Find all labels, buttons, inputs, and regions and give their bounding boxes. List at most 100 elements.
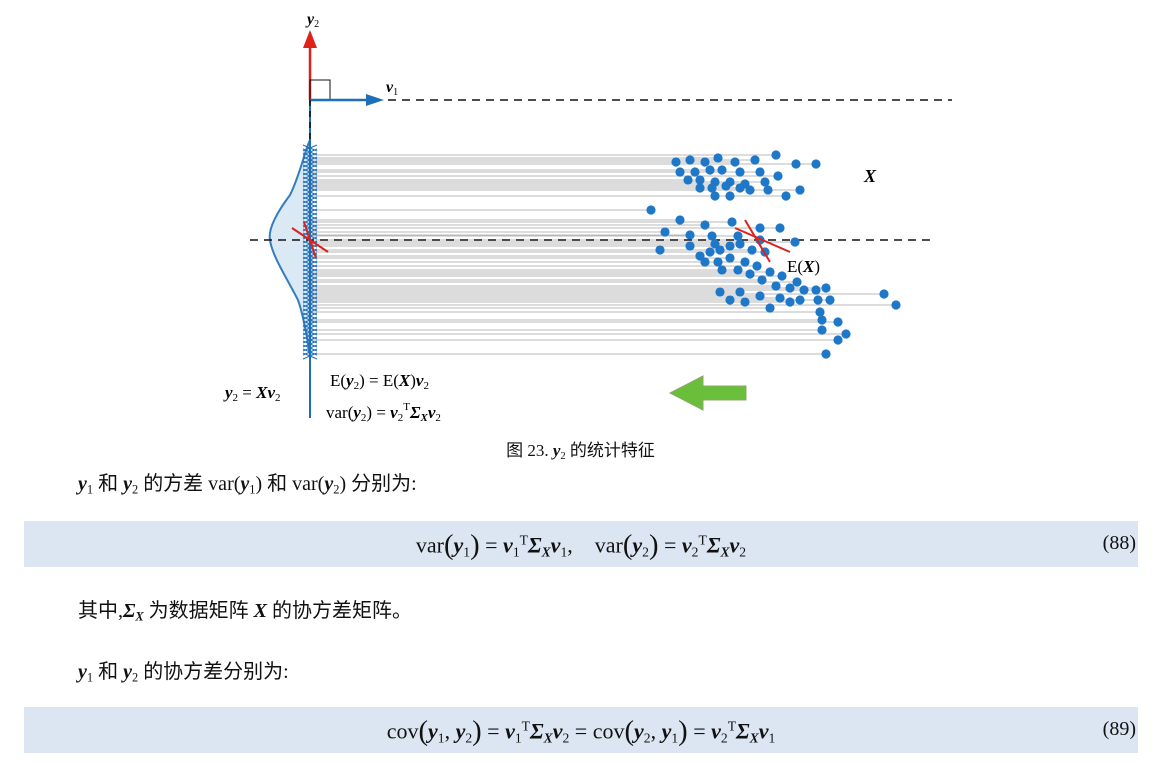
- v1-arrowhead: [366, 94, 384, 106]
- equation-88: var(y1) = v1TΣXv1, var(y2) = v2TΣXv2 (88…: [24, 521, 1138, 567]
- data-point: [655, 245, 665, 255]
- data-point: [765, 303, 775, 313]
- data-mean-cross: [734, 219, 791, 263]
- data-point: [735, 183, 745, 193]
- data-point: [685, 241, 695, 251]
- expectation-equation: E(y2) = E(X)v2: [330, 371, 429, 392]
- data-point: [833, 335, 843, 345]
- data-point: [735, 287, 745, 297]
- data-point: [705, 247, 715, 257]
- data-point: [811, 159, 821, 169]
- data-point: [713, 257, 723, 267]
- data-point: [717, 165, 727, 175]
- projection-direction-arrow: [668, 375, 747, 411]
- data-point: [750, 155, 760, 165]
- data-points: [646, 150, 901, 359]
- equation-89: cov(y1, y2) = v1TΣXv2 = cov(y2, y1) = v2…: [24, 707, 1138, 753]
- data-point: [781, 191, 791, 201]
- data-point: [695, 175, 705, 185]
- data-point: [721, 181, 731, 191]
- data-point: [755, 291, 765, 301]
- data-point: [760, 177, 770, 187]
- data-point: [755, 223, 765, 233]
- data-point: [707, 183, 717, 193]
- data-point: [825, 295, 835, 305]
- data-point: [771, 150, 781, 160]
- data-point: [813, 295, 823, 305]
- projection-tick: [302, 352, 318, 360]
- data-point: [735, 239, 745, 249]
- equation-88-number: (88): [1102, 532, 1136, 554]
- paragraph-variance-intro: y1 和 y2 的方差 var(y1) 和 var(y2) 分别为:: [78, 473, 417, 497]
- data-point: [660, 227, 670, 237]
- data-point: [700, 220, 710, 230]
- data-point: [745, 185, 755, 195]
- data-point: [790, 237, 800, 247]
- data-point: [757, 275, 767, 285]
- data-point: [792, 277, 802, 287]
- data-point: [765, 267, 775, 277]
- data-point: [745, 269, 755, 279]
- data-point: [740, 257, 750, 267]
- data-point: [735, 167, 745, 177]
- data-point: [775, 223, 785, 233]
- figure-caption: 图 23. y2 的统计特征: [506, 441, 655, 463]
- data-point: [725, 241, 735, 251]
- data-point: [695, 183, 705, 193]
- data-point: [795, 295, 805, 305]
- data-point: [646, 205, 656, 215]
- data-point: [817, 325, 827, 335]
- data-point: [685, 230, 695, 240]
- paragraph-covariance-intro: y1 和 y2 的协方差分别为:: [78, 661, 289, 685]
- data-point: [777, 271, 787, 281]
- data-point: [725, 253, 735, 263]
- data-point: [785, 297, 795, 307]
- data-point: [715, 245, 725, 255]
- data-point: [817, 315, 827, 325]
- data-point: [821, 283, 831, 293]
- data-point: [811, 285, 821, 295]
- projection-lines: [310, 154, 896, 355]
- data-point: [707, 231, 717, 241]
- data-point: [730, 157, 740, 167]
- data-point: [700, 257, 710, 267]
- data-point: [713, 153, 723, 163]
- data-point: [773, 171, 783, 181]
- equation-89-number: (89): [1102, 718, 1136, 740]
- data-point: [891, 300, 901, 310]
- equation-89-body: cov(y1, y2) = v1TΣXv2 = cov(y2, y1) = v2…: [386, 716, 776, 747]
- data-point: [675, 215, 685, 225]
- data-point: [705, 165, 715, 175]
- data-point: [791, 159, 801, 169]
- right-angle-marker: [309, 79, 331, 101]
- variance-equation: var(y2) = v2TΣXv2: [326, 401, 441, 424]
- data-point: [683, 175, 693, 185]
- data-point: [717, 265, 727, 275]
- data-point: [685, 155, 695, 165]
- data-point: [785, 283, 795, 293]
- v2-arrowhead: [303, 30, 317, 48]
- data-point: [755, 167, 765, 177]
- data-point: [821, 349, 831, 359]
- data-point: [715, 287, 725, 297]
- paragraph-covariance-matrix: 其中,ΣX 为数据矩阵 X 的协方差矩阵。: [78, 600, 412, 624]
- v2-axis-label: y2: [305, 11, 319, 30]
- data-point: [733, 231, 743, 241]
- data-point: [795, 185, 805, 195]
- data-point: [879, 289, 889, 299]
- data-point: [733, 265, 743, 275]
- equation-88-body: var(y1) = v1TΣXv1, var(y2) = v2TΣXv2: [415, 530, 747, 561]
- data-point: [841, 329, 851, 339]
- data-point: [775, 293, 785, 303]
- data-point: [771, 281, 781, 291]
- projected-mean-cross: [291, 221, 329, 259]
- data-point: [710, 191, 720, 201]
- data-point: [725, 295, 735, 305]
- data-point: [799, 285, 809, 295]
- y2-equals-Xv2: y2 = Xv2: [223, 383, 281, 404]
- data-point: [833, 317, 843, 327]
- data-point: [740, 297, 750, 307]
- data-point: [747, 245, 757, 255]
- data-point: [752, 261, 762, 271]
- figure-23: y2 v1 X E(X) y2 = Xv2 E(y2) = E(X)v2 var…: [223, 11, 952, 424]
